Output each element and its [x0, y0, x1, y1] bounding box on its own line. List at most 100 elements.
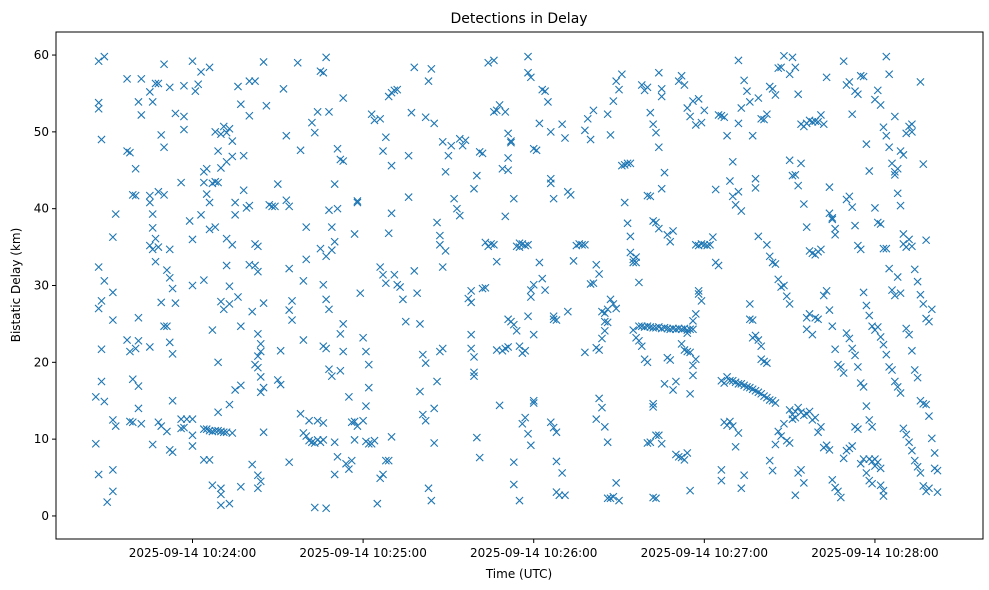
y-tick-label: 30 — [34, 279, 49, 293]
detection-point — [646, 108, 655, 117]
detection-point — [558, 468, 567, 477]
detection-point — [285, 306, 294, 315]
detection-point — [819, 291, 828, 300]
detection-point — [779, 281, 788, 290]
detection-point — [501, 212, 510, 221]
detection-point — [561, 134, 569, 142]
detection-point — [324, 206, 333, 215]
detection-point — [137, 419, 146, 428]
detection-point — [649, 399, 658, 408]
detection-point — [97, 345, 106, 354]
detection-point — [108, 415, 117, 424]
detection-point — [797, 159, 806, 168]
detection-point — [870, 203, 879, 212]
detection-point — [177, 415, 186, 424]
detection-point — [214, 408, 223, 417]
detection-point — [731, 442, 740, 451]
detection-point — [478, 284, 487, 293]
detection-point — [279, 84, 288, 93]
detection-point — [171, 109, 180, 118]
detection-point — [569, 256, 578, 265]
detection-point — [299, 336, 308, 345]
detection-point — [890, 377, 899, 386]
detection-point — [828, 215, 837, 224]
detection-point — [427, 496, 436, 505]
detection-point — [831, 483, 840, 492]
detection-point — [131, 344, 140, 353]
detection-point — [629, 326, 638, 335]
detection-point — [233, 293, 242, 302]
detection-point — [853, 90, 862, 99]
detection-point — [643, 322, 652, 331]
detection-point — [859, 72, 868, 81]
detection-point — [831, 345, 840, 354]
detection-point — [802, 313, 811, 322]
detection-point — [296, 146, 305, 155]
detection-point — [802, 223, 811, 232]
detection-point — [524, 429, 533, 438]
detection-point — [430, 404, 439, 413]
detection-point — [162, 427, 171, 436]
detection-point — [660, 379, 669, 388]
detection-point — [688, 316, 697, 325]
detection-point — [154, 79, 163, 88]
detection-point — [646, 192, 655, 201]
detection-point — [253, 242, 262, 251]
detection-point — [597, 403, 606, 412]
detection-point — [927, 434, 936, 443]
detection-point — [788, 53, 797, 62]
detection-point — [546, 179, 555, 188]
detection-point — [214, 147, 223, 156]
detection-point — [535, 258, 544, 267]
detection-point — [899, 150, 908, 159]
detection-point — [339, 347, 348, 356]
detection-point — [615, 496, 624, 505]
detection-point — [276, 380, 285, 389]
detection-point — [751, 174, 760, 183]
detection-point — [216, 501, 225, 510]
detection-point — [211, 223, 220, 232]
detection-point — [188, 281, 197, 290]
detection-point — [851, 351, 860, 360]
detection-point — [509, 480, 518, 489]
detection-point — [885, 264, 894, 273]
detection-point — [199, 455, 208, 464]
detection-point — [157, 298, 166, 307]
detection-point — [907, 446, 916, 455]
detection-point — [515, 239, 524, 248]
detection-point — [654, 431, 663, 440]
detection-point — [327, 246, 336, 255]
detection-point — [890, 291, 899, 300]
detection-point — [779, 51, 788, 60]
detection-point — [708, 233, 717, 242]
detection-point — [404, 151, 413, 160]
detection-point — [259, 428, 268, 437]
detection-point — [634, 278, 643, 287]
detection-point — [160, 190, 169, 199]
x-tick-label: 2025-09-14 10:24:00 — [129, 546, 256, 560]
detection-point — [814, 315, 823, 324]
detection-point — [862, 301, 871, 310]
detection-point — [760, 115, 769, 124]
x-tick-label: 2025-09-14 10:28:00 — [811, 546, 938, 560]
detection-point — [387, 432, 396, 441]
detection-point — [216, 130, 225, 139]
detection-point — [177, 424, 186, 433]
detection-point — [865, 311, 874, 320]
detection-point — [873, 86, 882, 95]
detection-point — [913, 373, 922, 382]
detection-point — [319, 435, 328, 444]
detection-point — [256, 388, 265, 397]
detection-point — [853, 362, 862, 371]
detection-point — [91, 439, 100, 448]
detection-point — [757, 342, 766, 351]
detection-point — [100, 397, 109, 406]
detection-point — [424, 484, 433, 493]
detection-point — [407, 108, 416, 117]
detection-point — [734, 429, 743, 437]
detection-point — [595, 346, 604, 355]
detection-point — [344, 465, 353, 474]
detection-point — [836, 362, 845, 371]
